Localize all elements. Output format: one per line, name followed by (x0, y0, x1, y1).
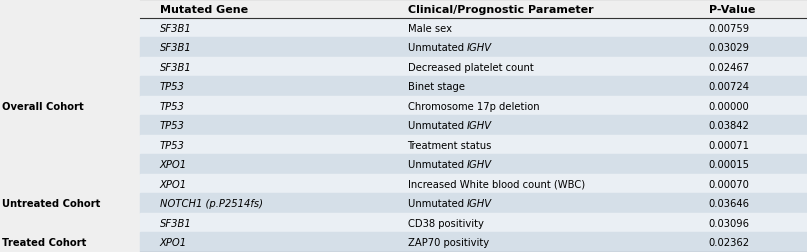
Text: 0.00015: 0.00015 (709, 160, 750, 170)
Text: XPO1: XPO1 (160, 160, 187, 170)
Text: Increased White blood count (WBC): Increased White blood count (WBC) (408, 179, 584, 189)
Bar (140, 155, 807, 174)
Text: TP53: TP53 (160, 82, 185, 92)
Bar (140, 174, 807, 194)
Bar (140, 0, 807, 19)
Text: 0.00071: 0.00071 (709, 140, 750, 150)
Text: ZAP70 positivity: ZAP70 positivity (408, 237, 489, 247)
Text: Unmutated: Unmutated (408, 43, 466, 53)
Text: 0.00000: 0.00000 (709, 101, 749, 111)
Bar (140, 213, 807, 233)
Text: TP53: TP53 (160, 140, 185, 150)
Text: Overall Cohort: Overall Cohort (2, 101, 83, 111)
Text: 0.03646: 0.03646 (709, 198, 750, 208)
Text: NOTCH1 (p.P2514fs): NOTCH1 (p.P2514fs) (160, 198, 263, 208)
Bar (140, 77, 807, 97)
Text: IGHV: IGHV (466, 198, 492, 208)
Text: SF3B1: SF3B1 (160, 218, 191, 228)
Text: SF3B1: SF3B1 (160, 62, 191, 72)
Text: Untreated Cohort: Untreated Cohort (2, 198, 100, 208)
Bar (140, 57, 807, 77)
Text: 0.00759: 0.00759 (709, 23, 750, 33)
Text: Unmutated: Unmutated (408, 198, 466, 208)
Text: SF3B1: SF3B1 (160, 43, 191, 53)
Text: TP53: TP53 (160, 101, 185, 111)
Text: Chromosome 17p deletion: Chromosome 17p deletion (408, 101, 539, 111)
Bar (140, 38, 807, 57)
Text: 0.02362: 0.02362 (709, 237, 750, 247)
Text: XPO1: XPO1 (160, 179, 187, 189)
Text: XPO1: XPO1 (160, 237, 187, 247)
Text: Treated Cohort: Treated Cohort (2, 237, 86, 247)
Text: 0.03096: 0.03096 (709, 218, 750, 228)
Bar (140, 135, 807, 155)
Text: 0.00724: 0.00724 (709, 82, 750, 92)
Bar (140, 19, 807, 38)
Bar (140, 116, 807, 135)
Text: Decreased platelet count: Decreased platelet count (408, 62, 533, 72)
Text: Mutated Gene: Mutated Gene (160, 5, 248, 15)
Text: TP53: TP53 (160, 121, 185, 131)
Text: Unmutated: Unmutated (408, 121, 466, 131)
Text: IGHV: IGHV (466, 121, 492, 131)
Bar (140, 233, 807, 252)
Text: 0.03029: 0.03029 (709, 43, 750, 53)
Text: Unmutated: Unmutated (408, 160, 466, 170)
Text: 0.00070: 0.00070 (709, 179, 750, 189)
Text: 0.03842: 0.03842 (709, 121, 750, 131)
Text: Male sex: Male sex (408, 23, 452, 33)
Text: Binet stage: Binet stage (408, 82, 465, 92)
Text: Clinical/Prognostic Parameter: Clinical/Prognostic Parameter (408, 5, 593, 15)
Bar (140, 194, 807, 213)
Text: 0.02467: 0.02467 (709, 62, 750, 72)
Bar (140, 97, 807, 116)
Text: P-Value: P-Value (709, 5, 755, 15)
Text: IGHV: IGHV (466, 160, 492, 170)
Text: Treatment status: Treatment status (408, 140, 492, 150)
Text: SF3B1: SF3B1 (160, 23, 191, 33)
Text: IGHV: IGHV (466, 43, 492, 53)
Text: CD38 positivity: CD38 positivity (408, 218, 483, 228)
